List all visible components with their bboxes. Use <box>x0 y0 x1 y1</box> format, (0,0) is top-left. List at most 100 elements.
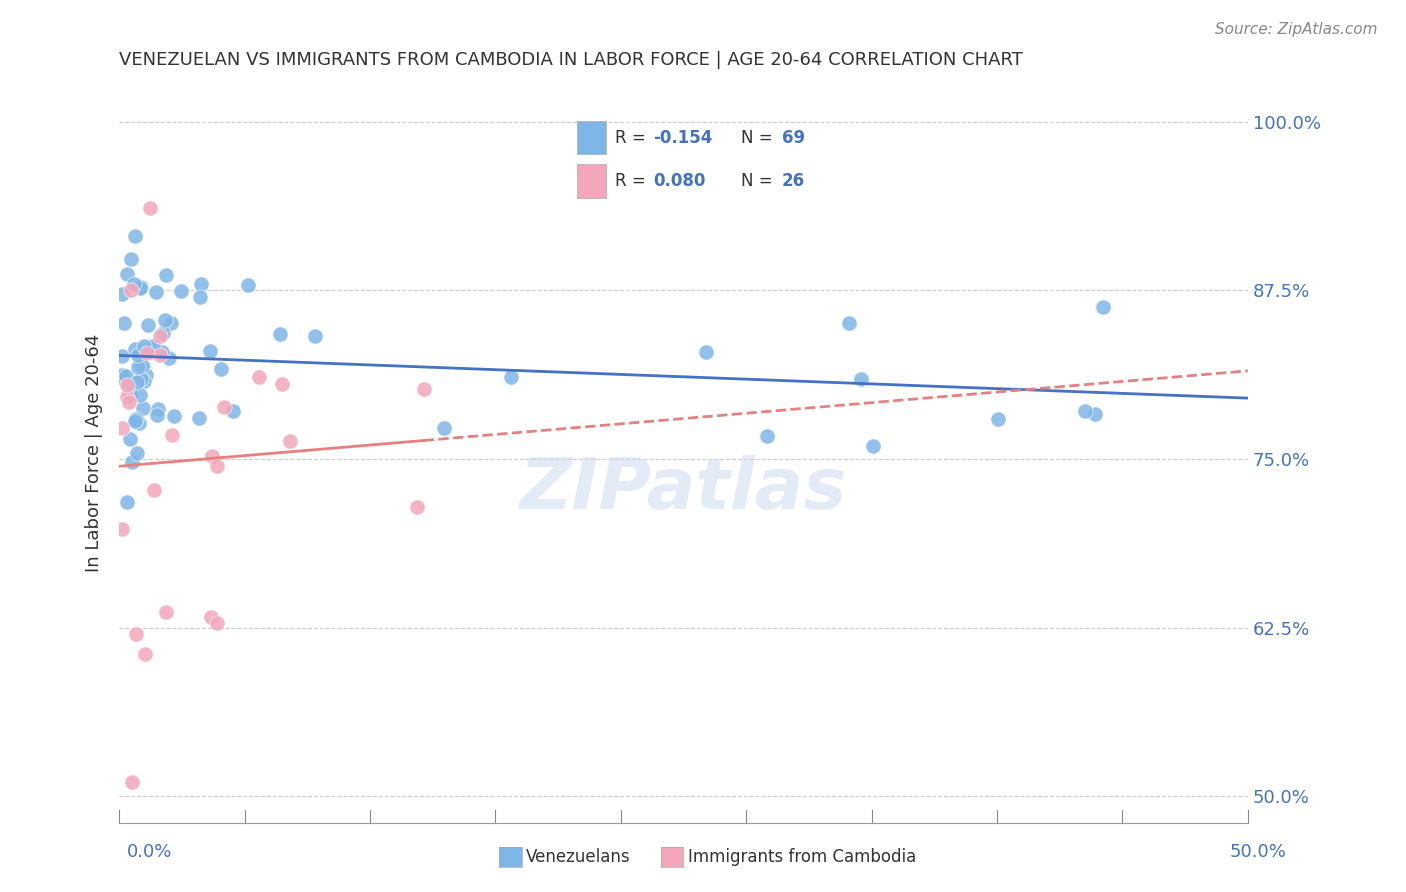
Point <box>157 351 180 365</box>
Point <box>110 522 132 536</box>
Text: ZIPatlas: ZIPatlas <box>520 455 848 524</box>
Point <box>149 329 172 343</box>
Point <box>849 372 872 386</box>
Point <box>987 412 1010 426</box>
Point <box>163 409 186 423</box>
Point <box>155 268 177 282</box>
Point <box>247 370 270 384</box>
Point <box>160 428 183 442</box>
Point <box>136 346 159 360</box>
Point <box>127 359 149 374</box>
Point <box>433 421 456 435</box>
Point <box>120 252 142 266</box>
Point <box>280 434 302 449</box>
Point <box>110 349 132 363</box>
Point <box>838 316 860 330</box>
Point <box>127 375 149 389</box>
Point <box>270 377 292 392</box>
Point <box>212 400 235 414</box>
Point <box>111 287 134 301</box>
Point <box>145 408 167 422</box>
Point <box>122 277 145 292</box>
Point <box>118 395 141 409</box>
Point <box>127 348 149 362</box>
Point <box>134 647 156 661</box>
Point <box>139 201 162 215</box>
Text: Venezuelans: Venezuelans <box>526 848 630 866</box>
Point <box>135 368 157 383</box>
Text: VENEZUELAN VS IMMIGRANTS FROM CAMBODIA IN LABOR FORCE | AGE 20-64 CORRELATION CH: VENEZUELAN VS IMMIGRANTS FROM CAMBODIA I… <box>120 51 1024 69</box>
Point <box>124 627 146 641</box>
Point <box>269 326 291 341</box>
Point <box>124 342 146 356</box>
Point <box>200 609 222 624</box>
Point <box>149 348 172 362</box>
Point <box>205 458 228 473</box>
Point <box>499 370 522 384</box>
Point <box>128 280 150 294</box>
Point <box>142 483 165 498</box>
Point <box>124 414 146 428</box>
Point <box>139 342 162 356</box>
Point <box>238 277 260 292</box>
Point <box>127 446 149 460</box>
Point <box>1074 403 1097 417</box>
Point <box>124 412 146 426</box>
Point <box>115 369 138 384</box>
Point <box>120 284 142 298</box>
Point <box>115 390 138 404</box>
Point <box>120 386 142 401</box>
Point <box>136 318 159 333</box>
Point <box>129 372 152 386</box>
Point <box>134 342 156 356</box>
Point <box>170 285 193 299</box>
Text: 0.0%: 0.0% <box>127 843 172 861</box>
Point <box>695 345 717 359</box>
Point <box>117 378 139 392</box>
Point <box>118 432 141 446</box>
Point <box>155 605 177 619</box>
Point <box>201 449 224 463</box>
Point <box>117 495 139 509</box>
Point <box>128 281 150 295</box>
Point <box>115 267 138 281</box>
Point <box>198 343 221 358</box>
Point <box>121 455 143 469</box>
Point <box>159 316 181 330</box>
Text: 50.0%: 50.0% <box>1230 843 1286 861</box>
Point <box>190 290 212 304</box>
Point <box>145 285 167 299</box>
Point <box>110 421 132 435</box>
Point <box>129 280 152 294</box>
Text: Immigrants from Cambodia: Immigrants from Cambodia <box>688 848 915 866</box>
Point <box>153 313 176 327</box>
Point <box>152 326 174 340</box>
Point <box>304 328 326 343</box>
Point <box>146 402 169 417</box>
Text: Source: ZipAtlas.com: Source: ZipAtlas.com <box>1215 22 1378 37</box>
Point <box>124 228 146 243</box>
Point <box>1092 300 1115 314</box>
Point <box>132 359 155 374</box>
Point <box>222 403 245 417</box>
Point <box>1084 407 1107 421</box>
Point <box>128 416 150 430</box>
Point <box>134 375 156 389</box>
Point <box>756 428 779 442</box>
Point <box>117 377 139 392</box>
Point <box>190 277 212 291</box>
Point <box>132 401 155 415</box>
Point <box>129 388 152 402</box>
Point <box>205 616 228 631</box>
Point <box>111 371 134 385</box>
Point <box>142 339 165 353</box>
Y-axis label: In Labor Force | Age 20-64: In Labor Force | Age 20-64 <box>86 334 103 572</box>
Point <box>209 361 232 376</box>
Point <box>112 316 135 330</box>
Point <box>188 410 211 425</box>
Point <box>110 368 132 383</box>
Point <box>121 775 143 789</box>
Point <box>131 359 153 373</box>
Point <box>412 383 434 397</box>
Point <box>862 438 884 452</box>
